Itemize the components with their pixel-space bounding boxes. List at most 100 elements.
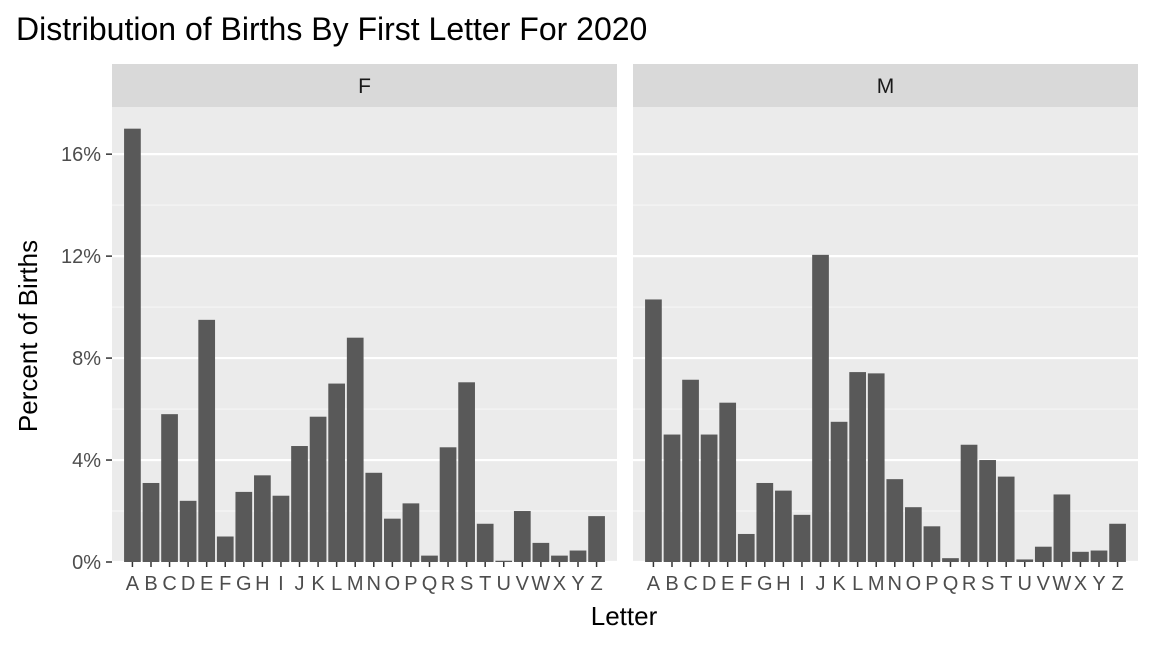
x-tick-label: P xyxy=(925,573,938,595)
y-tick-label: 16% xyxy=(61,144,101,166)
x-tick-label: K xyxy=(832,573,846,595)
x-tick-label: U xyxy=(497,573,511,595)
x-tick-label: Y xyxy=(1092,573,1105,595)
bar-m-j xyxy=(812,254,829,562)
bar-f-a xyxy=(124,128,141,562)
x-tick-label: D xyxy=(702,573,716,595)
x-tick-label: C xyxy=(162,573,176,595)
facet-panel-m: M xyxy=(633,64,1138,564)
x-tick-label: T xyxy=(1000,573,1012,595)
bar-f-y xyxy=(569,550,587,562)
bar-f-h xyxy=(254,475,271,562)
x-tick-label: F xyxy=(219,573,231,595)
chart-title: Distribution of Births By First Letter F… xyxy=(16,11,647,47)
panel-background xyxy=(112,107,617,562)
x-tick-label: L xyxy=(331,573,342,595)
bar-f-o xyxy=(383,518,401,562)
bar-m-p xyxy=(923,526,941,562)
bar-f-k xyxy=(309,416,327,562)
x-tick-label: A xyxy=(647,573,661,595)
x-tick-label: X xyxy=(1074,573,1087,595)
bar-m-g xyxy=(756,482,774,562)
bar-m-s xyxy=(979,460,996,562)
y-tick-label: 8% xyxy=(72,348,101,370)
x-tick-label: O xyxy=(385,573,401,595)
x-tick-label: V xyxy=(516,573,530,595)
bar-m-y xyxy=(1090,550,1108,562)
bar-m-o xyxy=(904,507,922,562)
bar-m-b xyxy=(663,434,681,562)
x-tick-label: I xyxy=(799,573,805,595)
y-axis: 0% 4% 8% 12% 16% xyxy=(61,144,112,574)
bar-m-c xyxy=(682,379,699,562)
x-tick-label: I xyxy=(278,573,284,595)
x-axis-title: Letter xyxy=(591,601,658,631)
x-tick-label: J xyxy=(816,573,826,595)
bar-f-q xyxy=(421,555,438,562)
bar-m-z xyxy=(1109,523,1126,562)
bar-m-t xyxy=(997,476,1015,562)
bar-f-z xyxy=(588,516,605,562)
x-tick-label: E xyxy=(200,573,213,595)
x-tick-label: A xyxy=(126,573,140,595)
x-tick-label: Q xyxy=(943,573,959,595)
facet-panel-f: F xyxy=(112,64,617,564)
x-tick-label: L xyxy=(852,573,863,595)
x-tick-label: S xyxy=(981,573,994,595)
x-tick-label: R xyxy=(962,573,976,595)
bar-f-j xyxy=(291,446,308,562)
bar-m-k xyxy=(830,421,848,562)
x-tick-label: W xyxy=(1052,573,1071,595)
bar-m-u xyxy=(1016,559,1034,562)
x-tick-label: X xyxy=(553,573,566,595)
bar-f-n xyxy=(365,472,383,562)
x-tick-label: B xyxy=(144,573,157,595)
x-tick-label: F xyxy=(740,573,752,595)
bar-f-t xyxy=(476,523,494,562)
bar-f-e xyxy=(198,319,216,562)
bar-m-d xyxy=(700,434,718,562)
bar-f-b xyxy=(142,482,160,562)
bar-f-r xyxy=(439,447,457,562)
x-tick-label: E xyxy=(721,573,734,595)
x-tick-label: N xyxy=(367,573,381,595)
bar-m-m xyxy=(867,373,885,562)
facet-strip xyxy=(112,64,617,107)
y-tick-label: 12% xyxy=(61,246,101,268)
x-tick-label: H xyxy=(255,573,269,595)
bar-m-w xyxy=(1053,494,1071,562)
x-tick-label: J xyxy=(295,573,305,595)
bar-f-f xyxy=(216,536,234,562)
bar-f-x xyxy=(551,555,568,562)
bar-f-u xyxy=(495,560,513,562)
bar-m-x xyxy=(1072,551,1089,562)
x-tick-label: N xyxy=(888,573,902,595)
bar-m-a xyxy=(645,299,662,562)
x-tick-label: B xyxy=(665,573,678,595)
bar-m-f xyxy=(737,533,755,562)
x-tick-label: D xyxy=(181,573,195,595)
x-tick-label: P xyxy=(404,573,417,595)
bar-f-d xyxy=(179,500,197,562)
bar-f-s xyxy=(458,382,475,562)
y-tick-label: 4% xyxy=(72,450,101,472)
bar-m-h xyxy=(775,490,792,562)
x-tick-label: Z xyxy=(590,573,602,595)
x-tick-label: M xyxy=(347,573,364,595)
bar-m-q xyxy=(942,558,959,562)
x-tick-label: H xyxy=(776,573,790,595)
facet-strip xyxy=(633,64,1138,107)
facet-strip-label: M xyxy=(877,75,895,98)
x-tick-label: R xyxy=(441,573,455,595)
bar-m-l xyxy=(849,372,867,562)
bar-f-g xyxy=(235,491,253,562)
x-tick-label: Q xyxy=(422,573,438,595)
x-tick-label: V xyxy=(1037,573,1051,595)
x-tick-label: M xyxy=(868,573,885,595)
x-tick-label: C xyxy=(683,573,697,595)
facet-strip-label: F xyxy=(358,75,371,98)
bar-m-e xyxy=(719,402,737,562)
bar-f-p xyxy=(402,503,420,562)
x-tick-label: G xyxy=(757,573,773,595)
